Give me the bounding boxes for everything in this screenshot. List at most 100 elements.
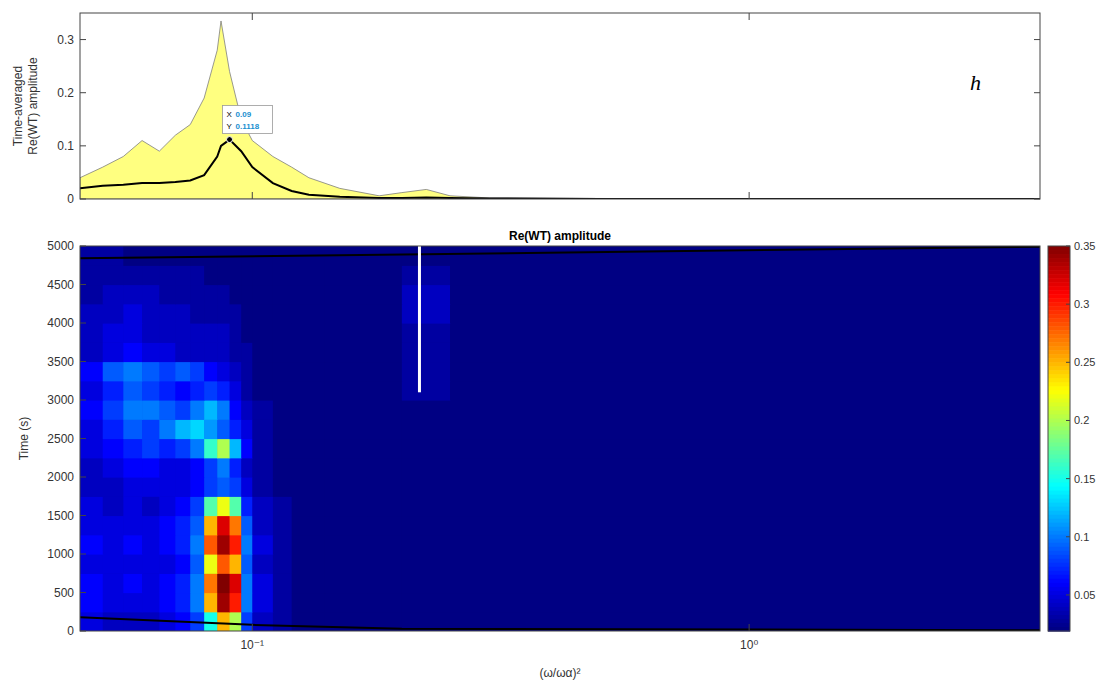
- y-tick-label: 0: [67, 192, 74, 206]
- heat-cell: [402, 593, 451, 613]
- y-tick-label: 2500: [47, 432, 74, 446]
- colorbar-strip: [1048, 527, 1070, 532]
- colorbar-strip: [1048, 322, 1070, 327]
- colorbar-strip: [1048, 358, 1070, 363]
- heat-cell: [80, 265, 103, 285]
- heat-cell: [241, 342, 253, 362]
- y-tick-label: 0.3: [57, 33, 74, 47]
- heat-cell: [252, 516, 273, 536]
- frame: [80, 13, 1040, 199]
- heat-cell: [217, 342, 230, 362]
- heat-cell: [190, 439, 205, 459]
- heat-cell: [175, 246, 190, 266]
- heat-cell: [402, 265, 451, 285]
- heat-cell: [325, 535, 367, 555]
- heat-cell: [123, 458, 142, 478]
- heat-cell: [367, 439, 403, 459]
- heat-cell: [204, 419, 218, 439]
- heat-cell: [103, 246, 124, 266]
- colorbar-tick-label: 0.2: [1074, 414, 1089, 426]
- heat-cell: [123, 535, 142, 555]
- heat-cell: [175, 477, 190, 497]
- colorbar-tick-label: 0.1: [1074, 531, 1089, 543]
- heat-cell: [190, 400, 205, 420]
- colorbar-strip: [1048, 439, 1070, 444]
- colorbar-strip: [1048, 330, 1070, 335]
- heat-cell: [175, 458, 190, 478]
- plot-area: [80, 246, 1040, 631]
- colorbar-strip: [1048, 318, 1070, 323]
- colorbar-strip: [1048, 499, 1070, 504]
- heat-cell: [103, 535, 124, 555]
- heat-cell: [325, 496, 367, 516]
- heat-cell: [204, 362, 218, 382]
- chart: 00.10.20.3Time-averagedRe(WT) amplitudeh…: [0, 0, 1120, 691]
- colorbar-strip: [1048, 418, 1070, 423]
- heat-cell: [103, 458, 124, 478]
- heat-cell: [292, 439, 326, 459]
- heat-cell: [252, 439, 273, 459]
- heat-cell: [142, 554, 160, 574]
- heat-cell: [402, 323, 451, 343]
- heat-cell: [217, 419, 230, 439]
- datatip-box: [223, 106, 273, 134]
- colorbar-strip: [1048, 334, 1070, 339]
- heat-cell: [252, 419, 273, 439]
- heat-cell: [190, 265, 205, 285]
- heat-cell: [292, 477, 326, 497]
- heat-cell: [159, 439, 176, 459]
- colorbar-strip: [1048, 519, 1070, 524]
- y-tick-label: 5000: [47, 239, 74, 253]
- heat-cell: [292, 593, 326, 613]
- heat-cell: [252, 304, 273, 324]
- y-tick: [80, 631, 86, 632]
- colorbar-tick: [1066, 594, 1070, 595]
- heat-cell: [217, 612, 230, 631]
- colorbar-strip: [1048, 298, 1070, 303]
- y-axis-title-line: Time-averaged: [11, 66, 25, 146]
- heat-cell: [190, 573, 205, 593]
- mean-line: [80, 140, 1040, 199]
- colorbar-strip: [1048, 523, 1070, 528]
- y-tick: [80, 323, 86, 324]
- heat-cell: [367, 593, 403, 613]
- heat-cell: [80, 496, 103, 516]
- heat-cell: [217, 265, 230, 285]
- heat-cell: [204, 285, 218, 305]
- heat-cell: [292, 554, 326, 574]
- heat-cell: [252, 477, 273, 497]
- colorbar-strip: [1048, 354, 1070, 359]
- heat-cell: [241, 516, 253, 536]
- heat-cell: [367, 554, 403, 574]
- colorbar-strip: [1048, 346, 1070, 351]
- heat-cell: [367, 304, 403, 324]
- heat-cell: [142, 362, 160, 382]
- heat-cell: [103, 516, 124, 536]
- plot-background: [80, 246, 1040, 631]
- colorbar-tick: [1066, 362, 1070, 363]
- colorbar-strip: [1048, 611, 1070, 616]
- heat-cell: [241, 612, 253, 631]
- heat-cell: [80, 381, 103, 401]
- colorbar-strip: [1048, 623, 1070, 628]
- heat-cell: [241, 323, 253, 343]
- heat-cell: [230, 304, 242, 324]
- heat-cell: [450, 516, 1040, 536]
- heat-cell: [230, 400, 242, 420]
- heat-cell: [292, 400, 326, 420]
- colorbar-strip: [1048, 306, 1070, 311]
- heat-cell: [204, 439, 218, 459]
- heat-cell: [292, 573, 326, 593]
- heat-cell: [252, 458, 273, 478]
- heat-cell: [103, 381, 124, 401]
- heat-cell: [230, 477, 242, 497]
- heat-cell: [204, 477, 218, 497]
- heat-cell: [273, 323, 292, 343]
- datatip-y-key: Y: [227, 122, 233, 131]
- heat-cell: [80, 304, 103, 324]
- heat-cell: [103, 304, 124, 324]
- title: Re(WT) amplitude: [509, 229, 611, 243]
- colorbar-strip: [1048, 326, 1070, 331]
- heat-cell: [204, 554, 218, 574]
- x-axis-title: (ω/ωα)²: [540, 666, 581, 680]
